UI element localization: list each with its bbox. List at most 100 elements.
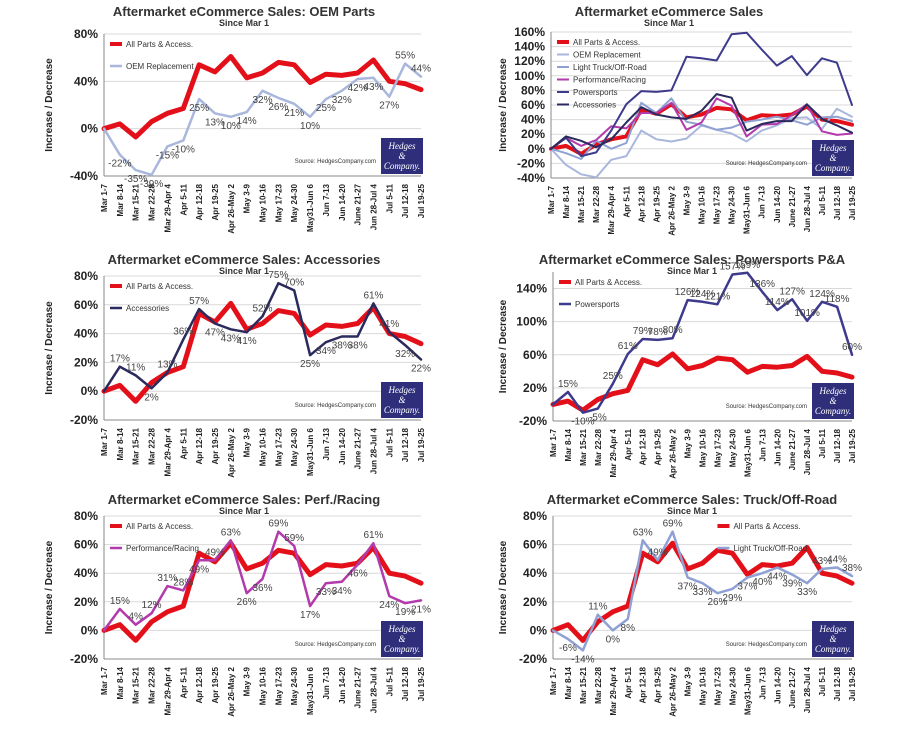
data-label: -6% [559, 643, 577, 654]
x-tick-label: May 3-9 [684, 666, 693, 696]
data-label: 63% [633, 527, 653, 538]
y-axis-label: Increase / Decrease [44, 540, 55, 634]
y-tick-label: 40% [74, 74, 98, 88]
data-label: 25% [603, 371, 623, 382]
x-tick-label: Apr 5-11 [179, 666, 188, 698]
data-label: 157% [720, 261, 746, 272]
data-label: -10% [571, 417, 594, 428]
series-line-1 [101, 54, 424, 140]
chart-subtitle: Since Mar 1 [644, 18, 694, 28]
chart-panel-3: Aftermarket eCommerce Sales: Accessories… [0, 248, 450, 488]
x-tick-label: Apr 12-18 [195, 666, 204, 703]
x-tick-label: Mar 29-Apr 4 [163, 666, 172, 715]
chart-title: Aftermarket eCommerce Sales: Accessories [108, 252, 381, 267]
x-tick-label: Mar 1-7 [100, 427, 109, 456]
x-tick-label: Apr 26-May 2 [227, 666, 236, 716]
x-tick-label: May 24-30 [290, 427, 299, 466]
x-tick-label: Apr 19-25 [654, 428, 663, 465]
y-tick-label: 40% [74, 566, 98, 580]
y-tick-label: -20% [70, 652, 98, 666]
legend-entry: OEM Replacement [126, 62, 194, 71]
logo-text: Hedges [388, 385, 416, 395]
x-tick-label: May 10-16 [698, 185, 707, 224]
data-label: 15% [558, 379, 578, 390]
y-axis-label: Increase / Decrease [44, 58, 55, 152]
x-tick-label: Jul 19-25 [848, 666, 857, 701]
chart-title: Aftermarket eCommerce Sales [575, 4, 764, 19]
chart-svg: Aftermarket eCommerce Sales: Truck/Off-R… [498, 492, 862, 717]
x-tick-label: May 17-23 [274, 666, 283, 705]
x-tick-label: May 17-23 [713, 185, 722, 224]
x-tick-label: May31-Jun 6 [306, 666, 315, 715]
y-tick-label: -40% [517, 171, 545, 185]
data-label: 69% [663, 519, 683, 530]
data-label: 41% [379, 319, 399, 330]
data-label: 124% [690, 289, 716, 300]
x-tick-label: Jun 7-13 [322, 183, 331, 216]
y-tick-label: 60% [521, 98, 545, 112]
data-label: 33% [692, 587, 712, 598]
data-label: 27% [379, 101, 399, 112]
data-label: 79% [633, 326, 653, 337]
data-label: -22% [108, 159, 131, 170]
chart-svg: Aftermarket eCommerce Sales: Powersports… [498, 252, 862, 479]
legend-entry: All Parts & Access. [126, 522, 193, 531]
data-label: 80% [663, 325, 683, 336]
x-tick-label: Apr 12-18 [195, 427, 204, 464]
logo-text: & [398, 395, 405, 405]
x-tick-label: Jun 28-Jul 4 [369, 427, 378, 474]
data-label: 121% [705, 291, 731, 302]
x-tick-label: Jul 12-18 [401, 427, 410, 462]
x-tick-label: May 10-16 [259, 183, 268, 222]
logo-text: Company. [815, 163, 851, 173]
x-tick-label: May 3-9 [243, 183, 252, 213]
x-tick-label: Apr 5-11 [179, 183, 188, 215]
data-label: 114% [765, 297, 790, 308]
series-line-2 [102, 530, 423, 632]
x-tick-label: Mar 1-7 [549, 666, 558, 695]
data-label: 44% [827, 554, 847, 565]
data-label: 44% [767, 571, 787, 582]
x-tick-label: Jul 19-25 [417, 183, 426, 218]
y-tick-label: 60% [74, 298, 98, 312]
data-label: 32% [252, 95, 272, 106]
logo-text: Hedges [388, 141, 416, 151]
source-text: Source: HedgesCompany.com [726, 642, 807, 648]
chart-subtitle: Since Mar 1 [219, 506, 269, 516]
series-line-1 [101, 540, 424, 643]
source-text: Source: HedgesCompany.com [726, 161, 807, 167]
chart-subtitle: Since Mar 1 [219, 266, 269, 276]
x-tick-label: Jun 14-20 [773, 428, 782, 465]
data-label: 15% [110, 596, 130, 607]
series-line-2 [551, 530, 854, 652]
data-label: 8% [621, 623, 636, 634]
data-label: 25% [189, 103, 209, 114]
y-tick-label: -20% [70, 413, 98, 427]
y-tick-label: 120% [514, 54, 545, 68]
x-tick-label: May31-Jun 6 [743, 666, 752, 715]
legend-entry: Powersports [573, 88, 617, 97]
data-label: 36% [173, 326, 193, 337]
x-tick-label: Apr 12-18 [639, 428, 648, 465]
chart-svg: Aftermarket eCommerce Sales: OEM PartsSi… [44, 4, 431, 234]
y-tick-label: 20% [74, 355, 98, 369]
x-tick-label: June 21-27 [788, 666, 797, 708]
data-label: 59% [284, 533, 304, 544]
y-tick-label: 80% [74, 509, 98, 523]
chart-panel-4: Aftermarket eCommerce Sales: Powersports… [454, 248, 908, 488]
x-tick-label: Jul 5-11 [818, 185, 827, 215]
logo-text: Hedges [388, 624, 416, 634]
data-label: 43% [812, 556, 832, 567]
data-label: 34% [316, 346, 336, 357]
x-tick-label: Mar 22-28 [594, 666, 603, 703]
data-label: 38% [842, 563, 862, 574]
data-label: 13% [205, 117, 225, 128]
x-tick-label: Apr 26-May 2 [227, 427, 236, 477]
x-tick-label: Mar 22-28 [594, 428, 603, 465]
x-tick-label: Apr 19-25 [211, 183, 220, 220]
series-line-4 [550, 97, 853, 150]
data-label: 61% [363, 530, 383, 541]
x-tick-label: Mar 15-21 [132, 666, 141, 703]
data-label: 10% [221, 121, 241, 132]
y-tick-label: 20% [74, 595, 98, 609]
